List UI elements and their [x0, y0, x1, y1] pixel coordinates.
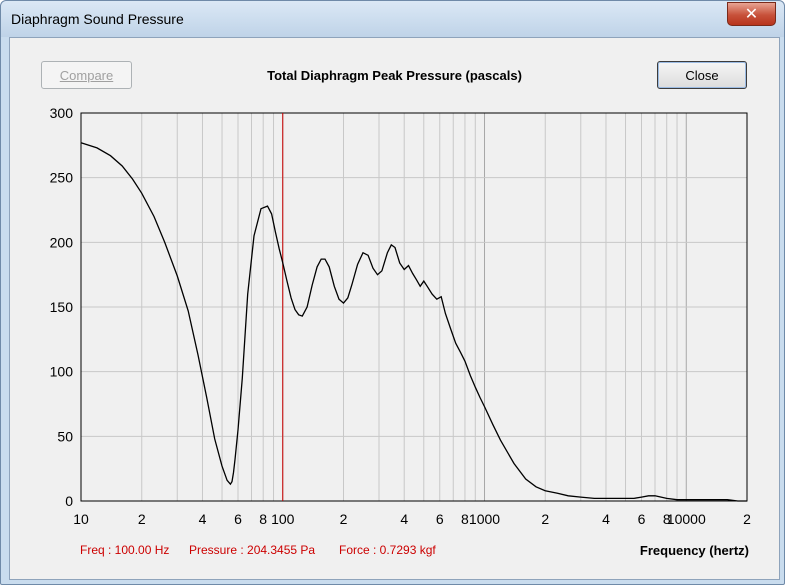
x-tick-label: 8 — [461, 511, 469, 527]
x-tick-label: 100 — [271, 511, 295, 527]
status-pressure: Pressure : 204.3455 Pa — [189, 543, 316, 557]
x-tick-label: 2 — [138, 511, 146, 527]
x-tick-label: 2 — [340, 511, 348, 527]
horizontal-grid — [81, 177, 747, 437]
pressure-curve — [80, 142, 747, 502]
x-tick-label: 2 — [743, 511, 751, 527]
y-tick-label: 50 — [57, 428, 73, 444]
y-tick-labels: 0 50 100 150 200 250 300 — [50, 105, 74, 509]
x-axis-label: Frequency (hertz) — [639, 543, 749, 558]
compare-button-label: Compare — [59, 68, 114, 83]
x-tick-label: 4 — [199, 511, 207, 527]
plot-frame — [80, 112, 748, 502]
client-area: Compare Total Diaphragm Peak Pressure (p… — [9, 37, 780, 580]
y-tick-label: 0 — [65, 493, 73, 509]
y-tick-label: 150 — [50, 299, 74, 315]
status-freq: Freq : 100.00 Hz — [80, 543, 170, 557]
x-tick-label: 1000 — [469, 511, 500, 527]
close-button-label: Close — [685, 68, 719, 83]
x-tick-label: 4 — [400, 511, 408, 527]
compare-button[interactable]: Compare — [41, 61, 132, 89]
chart-title: Total Diaphragm Peak Pressure (pascals) — [267, 68, 522, 83]
x-tick-label: 2 — [541, 511, 549, 527]
x-tick-label: 10000 — [667, 511, 706, 527]
x-tick-label: 4 — [602, 511, 610, 527]
title-bar[interactable]: Diaphragm Sound Pressure ✕ — [1, 1, 784, 37]
x-tick-label: 6 — [638, 511, 646, 527]
window-title: Diaphragm Sound Pressure — [11, 11, 184, 27]
status-force: Force : 0.7293 kgf — [339, 543, 436, 557]
x-tick-label: 8 — [663, 511, 671, 527]
y-tick-label: 100 — [50, 364, 74, 380]
x-tick-label: 8 — [259, 511, 267, 527]
window-close-button[interactable]: ✕ — [727, 2, 776, 26]
x-tick-label: 10 — [73, 511, 89, 527]
y-tick-label: 300 — [50, 105, 74, 121]
y-tick-label: 250 — [50, 170, 74, 186]
x-tick-label: 6 — [436, 511, 444, 527]
y-tick-label: 200 — [50, 234, 74, 250]
close-button[interactable]: Close — [657, 61, 747, 89]
x-tick-label: 6 — [234, 511, 242, 527]
